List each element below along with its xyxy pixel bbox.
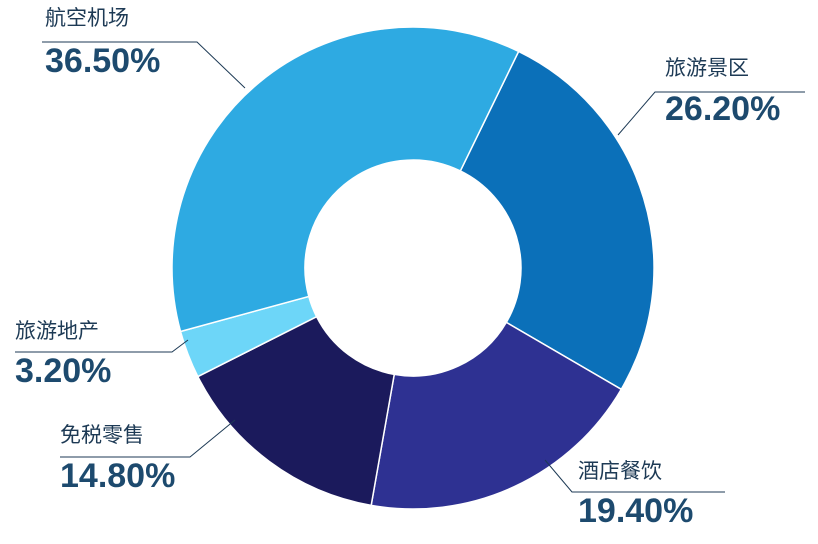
category-label: 免税零售 xyxy=(60,423,144,447)
leader-line xyxy=(617,91,805,136)
donut-slice xyxy=(171,26,520,333)
donut-slice xyxy=(370,321,623,510)
leader-line xyxy=(60,419,236,458)
leader-line xyxy=(15,339,189,353)
category-label: 酒店餐饮 xyxy=(578,459,662,483)
leader-line xyxy=(42,41,246,89)
value-label: 14.80% xyxy=(60,457,175,495)
value-label: 26.20% xyxy=(665,90,780,128)
value-label: 3.20% xyxy=(15,352,111,390)
category-label: 旅游地产 xyxy=(15,319,99,343)
category-label: 旅游景区 xyxy=(665,56,749,80)
value-label: 36.50% xyxy=(45,42,160,80)
value-label: 19.40% xyxy=(578,492,693,530)
donut-slice xyxy=(196,315,396,507)
donut-slice xyxy=(459,50,655,391)
leader-line xyxy=(544,459,725,493)
category-label: 航空机场 xyxy=(45,6,129,30)
